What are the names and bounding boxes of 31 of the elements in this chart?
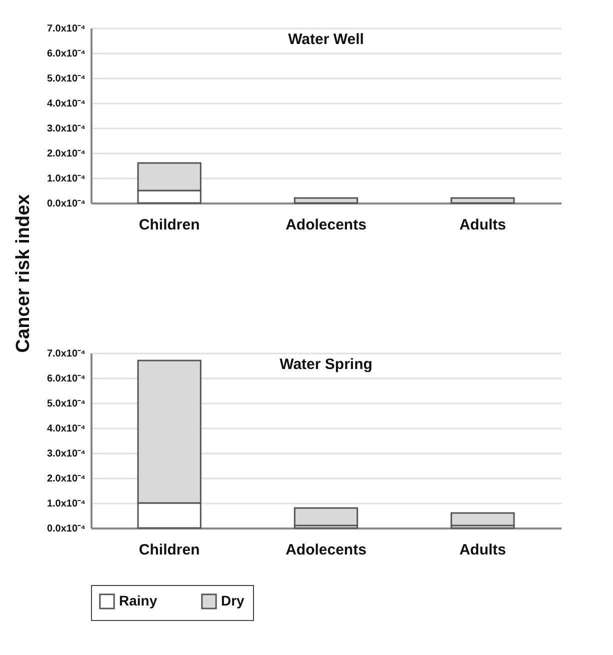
chart-title: Water Well	[288, 31, 364, 48]
bar	[450, 512, 515, 526]
y-tick-label: 2.0x10⁻⁴	[46, 474, 86, 484]
y-tick-label: 7.0x10⁻⁴	[46, 348, 86, 360]
chart-title: Water Spring	[280, 356, 372, 373]
y-tick-label: 0.0x10⁻⁴	[46, 524, 86, 534]
x-tick-label: Adolecents	[286, 216, 366, 234]
y-tick-label: 5.0x10⁻⁴	[46, 398, 86, 410]
x-tick-label: Children	[138, 216, 200, 234]
y-tick-label: 3.0x10⁻⁴	[46, 448, 86, 460]
y-tick-label: 3.0x10⁻⁴	[46, 124, 86, 134]
y-tick-label: 1.0x10⁻⁴	[46, 498, 86, 510]
x-tick-label: Adults	[459, 542, 506, 558]
y-tick-label: 4.0x10⁻⁴	[46, 424, 86, 434]
y-tick-label: 0.0x10⁻⁴	[46, 198, 86, 210]
y-tick-label: 6.0x10⁻⁴	[46, 48, 86, 60]
legend-label: Dry	[221, 592, 245, 608]
y-axis-title: Cancer risk index	[12, 194, 34, 353]
y-tick-label: 5.0x10⁻⁴	[46, 74, 86, 84]
bar	[294, 197, 358, 204]
x-tick-label: Children	[138, 542, 200, 558]
x-tick-label: Adolecents	[286, 542, 366, 558]
y-tick-label: 6.0x10⁻⁴	[46, 374, 86, 384]
y-tick-label: 4.0x10⁻⁴	[46, 98, 86, 110]
bar	[294, 507, 358, 526]
y-tick-label: 2.0x10⁻⁴	[46, 148, 86, 160]
y-tick-label: 1.0x10⁻⁴	[46, 174, 86, 184]
legend-label: Rainy	[119, 592, 158, 608]
y-tick-label: 7.0x10⁻⁴	[46, 24, 86, 34]
x-tick-label: Adults	[459, 216, 506, 234]
bar	[450, 197, 515, 204]
